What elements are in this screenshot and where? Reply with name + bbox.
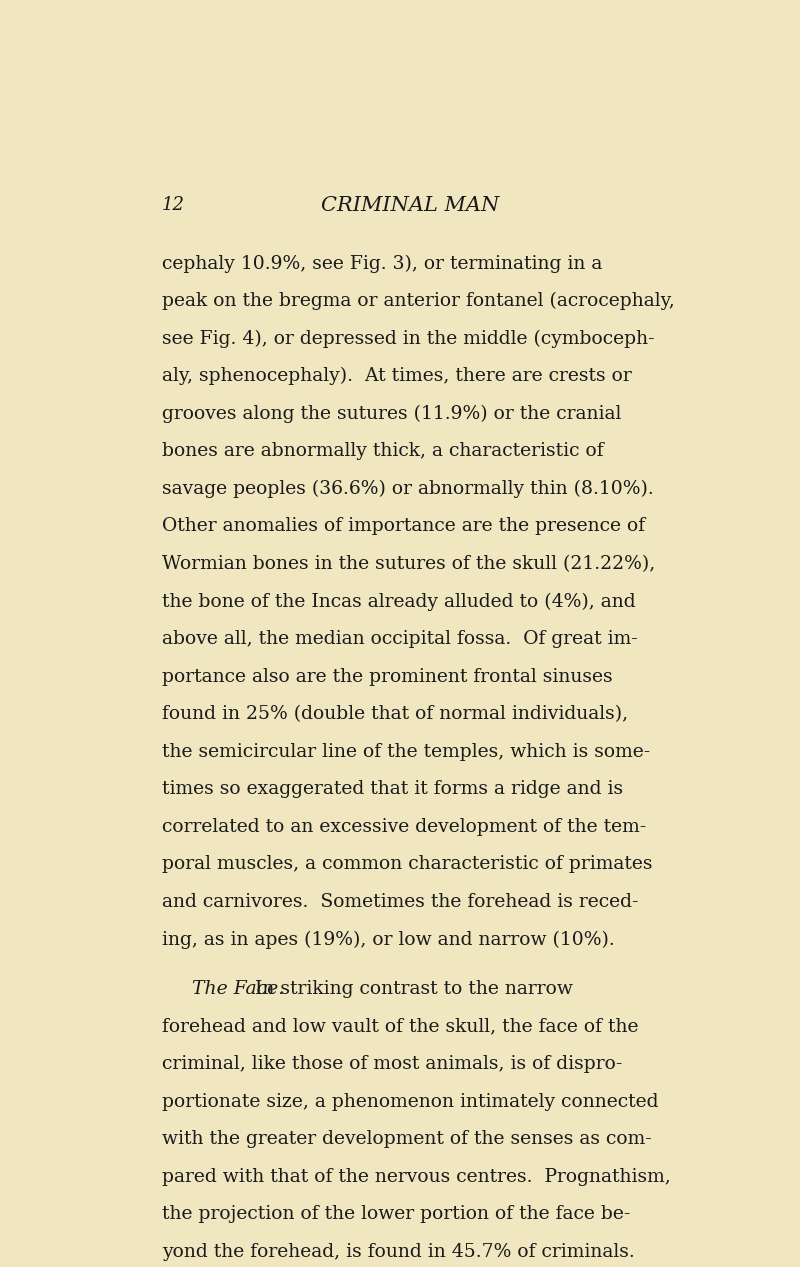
Text: forehead and low vault of the skull, the face of the: forehead and low vault of the skull, the… [162,1017,638,1035]
Text: The Face.: The Face. [192,979,284,998]
Text: Other anomalies of importance are the presence of: Other anomalies of importance are the pr… [162,517,645,536]
Text: the projection of the lower portion of the face be-: the projection of the lower portion of t… [162,1205,630,1223]
Text: cephaly 10.9%, see Fig. 3), or terminating in a: cephaly 10.9%, see Fig. 3), or terminati… [162,255,602,272]
Text: portance also are the prominent frontal sinuses: portance also are the prominent frontal … [162,668,613,685]
Text: In striking contrast to the narrow: In striking contrast to the narrow [242,979,573,998]
Text: above all, the median occipital fossa.  Of great im-: above all, the median occipital fossa. O… [162,630,638,649]
Text: ing, as in apes (19%), or low and narrow (10%).: ing, as in apes (19%), or low and narrow… [162,930,614,949]
Text: CRIMINAL MAN: CRIMINAL MAN [321,196,499,215]
Text: bones are abnormally thick, a characteristic of: bones are abnormally thick, a characteri… [162,442,604,460]
Text: savage peoples (36.6%) or abnormally thin (8.10%).: savage peoples (36.6%) or abnormally thi… [162,480,654,498]
Text: poral muscles, a common characteristic of primates: poral muscles, a common characteristic o… [162,855,653,873]
Text: grooves along the sutures (11.9%) or the cranial: grooves along the sutures (11.9%) or the… [162,404,622,423]
Text: aly, sphenocephaly).  At times, there are crests or: aly, sphenocephaly). At times, there are… [162,367,632,385]
Text: Wormian bones in the sutures of the skull (21.22%),: Wormian bones in the sutures of the skul… [162,555,655,573]
Text: the semicircular line of the temples, which is some-: the semicircular line of the temples, wh… [162,742,650,760]
Text: and carnivores.  Sometimes the forehead is reced-: and carnivores. Sometimes the forehead i… [162,893,638,911]
Text: 12: 12 [162,196,185,214]
Text: yond the forehead, is found in 45.7% of criminals.: yond the forehead, is found in 45.7% of … [162,1243,634,1261]
Text: correlated to an excessive development of the tem-: correlated to an excessive development o… [162,818,646,836]
Text: criminal, like those of most animals, is of dispro-: criminal, like those of most animals, is… [162,1055,622,1073]
Text: portionate size, a phenomenon intimately connected: portionate size, a phenomenon intimately… [162,1092,658,1110]
Text: found in 25% (double that of normal individuals),: found in 25% (double that of normal indi… [162,706,628,723]
Text: peak on the bregma or anterior fontanel (acrocephaly,: peak on the bregma or anterior fontanel … [162,291,674,310]
Text: with the greater development of the senses as com-: with the greater development of the sens… [162,1130,652,1148]
Text: times so exaggerated that it forms a ridge and is: times so exaggerated that it forms a rid… [162,780,623,798]
Text: pared with that of the nervous centres.  Prognathism,: pared with that of the nervous centres. … [162,1168,670,1186]
Text: the bone of the Incas already alluded to (4%), and: the bone of the Incas already alluded to… [162,593,636,611]
Text: see Fig. 4), or depressed in the middle (cymboceph-: see Fig. 4), or depressed in the middle … [162,329,654,348]
